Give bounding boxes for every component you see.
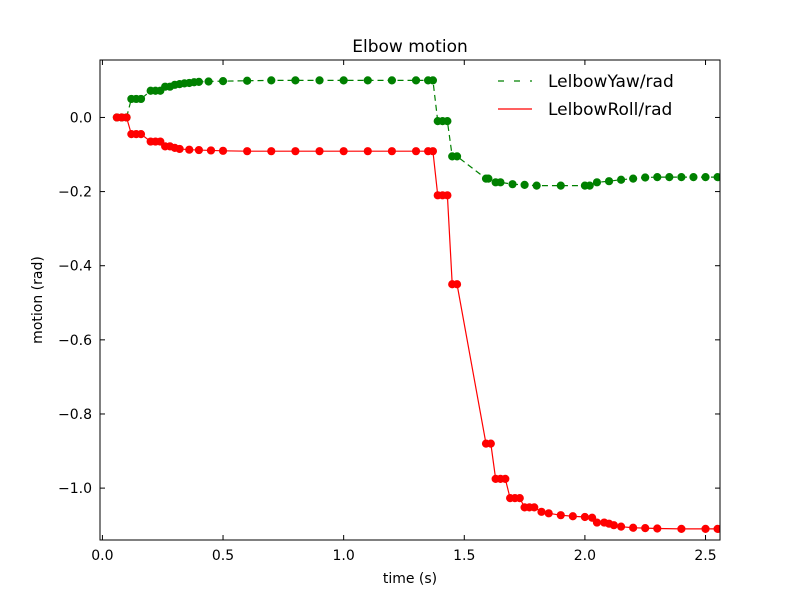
series-1: [112, 113, 720, 533]
x-tick-label: 1.0: [333, 548, 355, 564]
data-point-0-41: [556, 181, 565, 190]
data-point-0-26: [411, 76, 421, 85]
data-point-0-35: [484, 174, 493, 183]
data-point-1-49: [592, 518, 602, 527]
y-tick-label: −0.2: [58, 185, 92, 201]
data-point-0-18: [218, 77, 228, 86]
data-point-0-5: [136, 94, 146, 104]
data-point-1-55: [641, 524, 650, 533]
data-point-1-42: [530, 503, 539, 512]
x-tick-label: 2.5: [694, 548, 716, 564]
data-point-1-16: [218, 146, 228, 155]
data-point-1-19: [291, 147, 300, 156]
data-point-0-46: [616, 175, 626, 184]
data-point-0-38: [508, 180, 517, 189]
legend-label-1: LelbowRoll/rad: [548, 100, 672, 120]
data-point-1-57: [677, 524, 686, 533]
data-point-0-28: [428, 76, 438, 85]
data-point-0-45: [604, 177, 614, 186]
x-tick-label: 2.0: [574, 548, 596, 564]
series-0: [112, 76, 720, 190]
data-point-1-31: [452, 280, 462, 289]
data-point-0-48: [641, 173, 650, 182]
data-point-0-47: [629, 174, 638, 183]
y-tick-label: −1.0: [58, 481, 92, 497]
data-point-0-16: [194, 77, 204, 86]
data-point-1-52: [609, 521, 618, 530]
y-tick-label: −0.8: [58, 407, 92, 423]
data-point-1-43: [537, 507, 546, 516]
tick-layer: 0.0 0.5 1.0 1.5 2.0 2.5 0.0 −0.2 −0.4 −0.6 −0.8 −1.…: [58, 60, 720, 564]
data-point-1-36: [501, 474, 510, 483]
y-tick-label: 0.0: [70, 110, 92, 126]
data-point-0-52: [689, 173, 698, 182]
data-point-0-50: [665, 173, 674, 182]
data-point-1-15: [206, 146, 216, 155]
data-point-1-5: [136, 130, 146, 139]
data-point-0-51: [677, 173, 686, 182]
x-tick-label: 0.5: [212, 548, 234, 564]
series-layer: [112, 76, 720, 533]
data-point-0-25: [387, 76, 397, 85]
data-point-0-49: [653, 173, 662, 182]
legend: LelbowYaw/rad LelbowRoll/rad: [498, 72, 674, 120]
data-point-0-20: [267, 76, 276, 85]
data-point-1-58: [701, 524, 710, 533]
data-point-0-31: [443, 117, 452, 126]
data-point-0-39: [520, 180, 529, 190]
data-point-1-45: [556, 511, 565, 520]
data-point-0-22: [315, 76, 324, 85]
legend-label-0: LelbowYaw/rad: [548, 72, 674, 92]
x-tick-label: 1.5: [453, 548, 475, 564]
data-point-1-33: [486, 439, 495, 448]
data-point-1-47: [580, 512, 590, 522]
data-point-1-20: [315, 147, 324, 156]
data-point-1-24: [411, 147, 421, 156]
data-point-1-21: [339, 147, 348, 156]
x-tick-label: 0.0: [91, 548, 113, 564]
data-point-1-46: [568, 512, 577, 521]
data-point-1-18: [267, 147, 276, 156]
data-point-1-56: [653, 524, 662, 533]
chart-title: Elbow motion: [352, 37, 468, 57]
y-tick-label: −0.4: [58, 259, 92, 275]
x-axis-label: time (s): [383, 571, 437, 587]
data-point-0-21: [291, 76, 300, 85]
y-tick-label: −0.6: [58, 333, 92, 349]
data-point-1-59: [713, 524, 720, 533]
data-point-1-39: [515, 494, 524, 503]
data-point-1-53: [616, 522, 626, 531]
y-axis-label: motion (rad): [30, 256, 46, 344]
data-point-0-43: [585, 181, 594, 190]
data-point-0-19: [243, 76, 252, 85]
data-point-0-53: [701, 173, 710, 182]
data-point-1-2: [122, 113, 131, 122]
data-point-1-54: [629, 523, 638, 532]
data-point-0-40: [532, 181, 541, 190]
data-point-1-22: [363, 147, 372, 156]
data-point-1-17: [243, 147, 252, 156]
data-point-0-23: [339, 76, 348, 85]
data-point-0-33: [452, 152, 462, 161]
data-point-0-44: [592, 178, 602, 187]
data-point-1-23: [387, 147, 397, 156]
data-point-1-29: [443, 191, 452, 200]
data-point-1-44: [544, 509, 553, 518]
data-point-0-37: [496, 178, 505, 187]
data-point-1-26: [428, 147, 438, 156]
data-point-0-24: [363, 76, 372, 85]
data-point-1-12: [175, 144, 184, 154]
data-point-0-17: [204, 77, 213, 86]
plot-frame: [99, 59, 721, 541]
data-point-1-14: [194, 145, 204, 155]
data-point-1-13: [185, 145, 194, 154]
data-point-1-8: [156, 137, 165, 146]
data-point-0-54: [713, 173, 720, 182]
data-point-1-48: [588, 513, 597, 522]
